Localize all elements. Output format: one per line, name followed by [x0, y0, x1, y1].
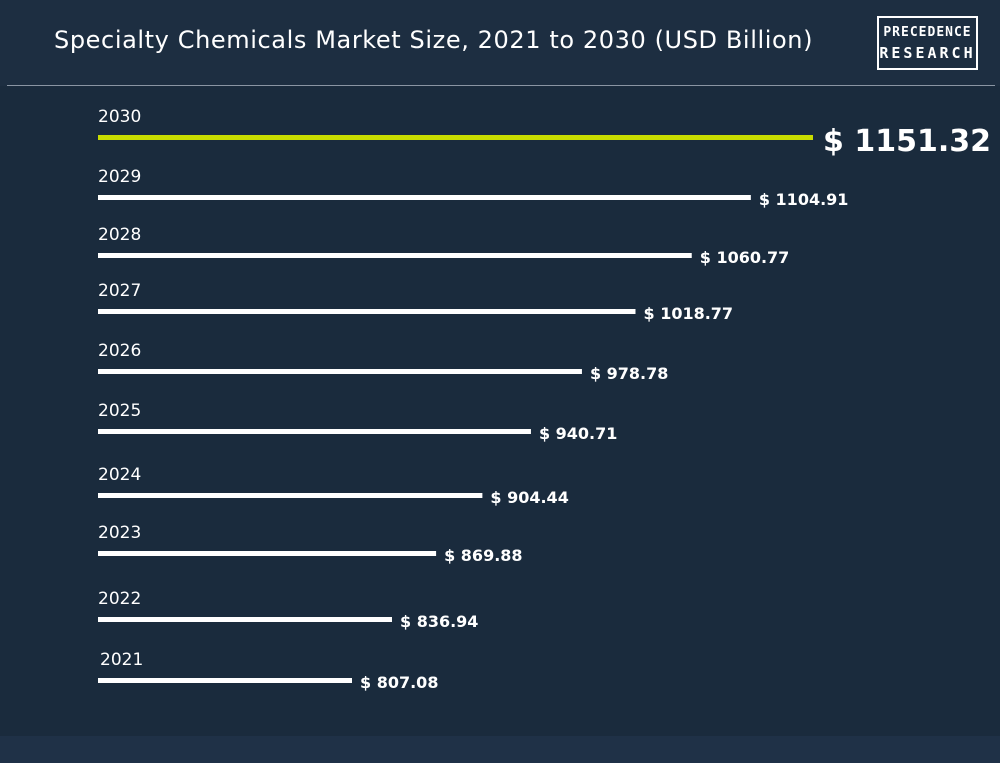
chart-title: Specialty Chemicals Market Size, 2021 to… [54, 26, 814, 54]
year-label-2028: 2028 [98, 225, 141, 245]
value-label-2026: $ 978.78 [590, 364, 668, 383]
bar-2030 [98, 135, 813, 140]
precedence-research-logo: PRECEDENCE RESEARCH [877, 16, 978, 70]
value-label-2030: $ 1151.32 [823, 124, 991, 159]
bar-2021 [98, 678, 352, 683]
year-label-2026: 2026 [98, 341, 141, 361]
year-label-2029: 2029 [98, 167, 141, 187]
value-label-2023: $ 869.88 [444, 546, 522, 565]
year-label-2027: 2027 [98, 281, 141, 301]
year-label-2025: 2025 [98, 401, 141, 421]
value-label-2029: $ 1104.91 [759, 190, 849, 209]
bar-2024 [98, 493, 483, 498]
bar-2026 [98, 369, 582, 374]
value-label-2028: $ 1060.77 [700, 248, 790, 267]
year-label-2030: 2030 [98, 107, 141, 127]
footer-band [0, 736, 1000, 763]
logo-line-1: PRECEDENCE [883, 25, 972, 40]
bar-2022 [98, 617, 392, 622]
logo-line-2: RESEARCH [879, 44, 976, 62]
year-label-2022: 2022 [98, 589, 141, 609]
bar-2025 [98, 429, 531, 434]
year-label-2024: 2024 [98, 465, 141, 485]
value-label-2024: $ 904.44 [490, 488, 568, 507]
value-label-2027: $ 1018.77 [643, 304, 733, 323]
year-label-2021: 2021 [100, 650, 143, 670]
value-label-2021: $ 807.08 [360, 673, 438, 692]
plot-area [0, 86, 1000, 736]
bar-2023 [98, 551, 437, 556]
year-label-2023: 2023 [98, 523, 141, 543]
header-divider [7, 85, 995, 86]
bar-2027 [98, 309, 636, 314]
value-label-2022: $ 836.94 [400, 612, 478, 631]
bar-2029 [98, 195, 751, 200]
value-label-2025: $ 940.71 [539, 424, 617, 443]
bar-2028 [98, 253, 692, 258]
